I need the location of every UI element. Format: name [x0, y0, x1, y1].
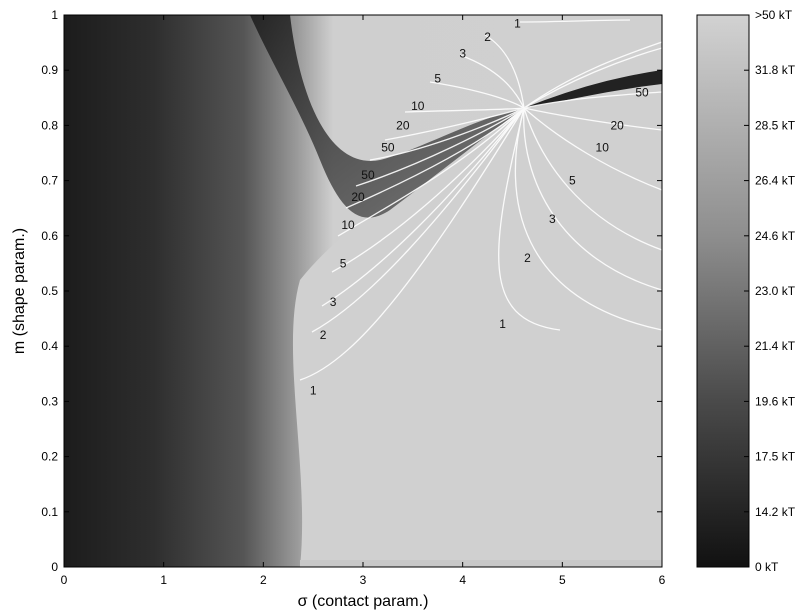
contour-label: 20: [396, 118, 410, 132]
contour-label: 3: [459, 47, 466, 61]
y-tick-label: 0.7: [41, 174, 58, 188]
y-tick-label: 0.1: [41, 505, 58, 519]
y-tick-label: 0.4: [41, 339, 58, 353]
y-tick-label: 1: [51, 8, 58, 22]
y-tick-label: 0: [51, 560, 58, 574]
x-tick-label: 5: [559, 573, 566, 587]
contour-label: 20: [610, 118, 624, 132]
colorbar-label: 31.8 kT: [755, 63, 796, 77]
colorbar-label: 26.4 kT: [755, 174, 796, 188]
x-tick-label: 6: [659, 573, 666, 587]
colorbar-label: 0 kT: [755, 560, 779, 574]
x-axis-title: σ (contact param.): [298, 593, 429, 610]
contour-label: 3: [549, 212, 556, 226]
x-tick-label: 4: [459, 573, 466, 587]
colorbar: [697, 15, 749, 567]
colorbar-label: 24.6 kT: [755, 229, 796, 243]
y-tick-label: 0.5: [41, 284, 58, 298]
contour-label: 1: [499, 317, 506, 331]
x-tick-label: 3: [360, 573, 367, 587]
contour-label: 5: [340, 256, 347, 270]
contour-label: 1: [514, 16, 521, 30]
contour-label: 50: [635, 85, 649, 99]
contour-label: 50: [361, 168, 375, 182]
colorbar-label: 14.2 kT: [755, 505, 796, 519]
contour-label: 5: [434, 71, 441, 85]
colorbar-label: 19.6 kT: [755, 394, 796, 408]
contour-label: 2: [524, 251, 531, 265]
colorbar-label: 17.5 kT: [755, 450, 796, 464]
contour-label: 20: [351, 190, 365, 204]
colorbar-label: 23.0 kT: [755, 284, 796, 298]
y-axis-title: m (shape param.): [11, 228, 28, 354]
colorbar-label: >50 kT: [755, 8, 793, 22]
colorbar-label: 21.4 kT: [755, 339, 796, 353]
contour-label: 10: [411, 99, 425, 113]
y-tick-label: 0.2: [41, 450, 58, 464]
contour-label: 3: [330, 295, 337, 309]
contour-label: 10: [341, 218, 355, 232]
heatmap-field: [64, 15, 662, 567]
y-tick-label: 0.6: [41, 229, 58, 243]
y-tick-label: 0.9: [41, 63, 58, 77]
y-tick-label: 0.8: [41, 118, 58, 132]
x-tick-label: 0: [61, 573, 68, 587]
contour-label: 2: [320, 328, 327, 342]
contour-label: 2: [484, 30, 491, 44]
y-tick-label: 0.3: [41, 394, 58, 408]
contour-label: 5: [569, 174, 576, 188]
x-tick-label: 1: [160, 573, 167, 587]
colorbar-labels: 0 kT 14.2 kT 17.5 kT 19.6 kT 21.4 kT 23.0 kT 2…: [744, 8, 796, 574]
contour-label: 1: [310, 383, 317, 397]
x-tick-label: 2: [260, 573, 267, 587]
colorbar-label: 28.5 kT: [755, 118, 796, 132]
contour-label: 10: [596, 140, 610, 154]
contour-label: 50: [381, 140, 395, 154]
